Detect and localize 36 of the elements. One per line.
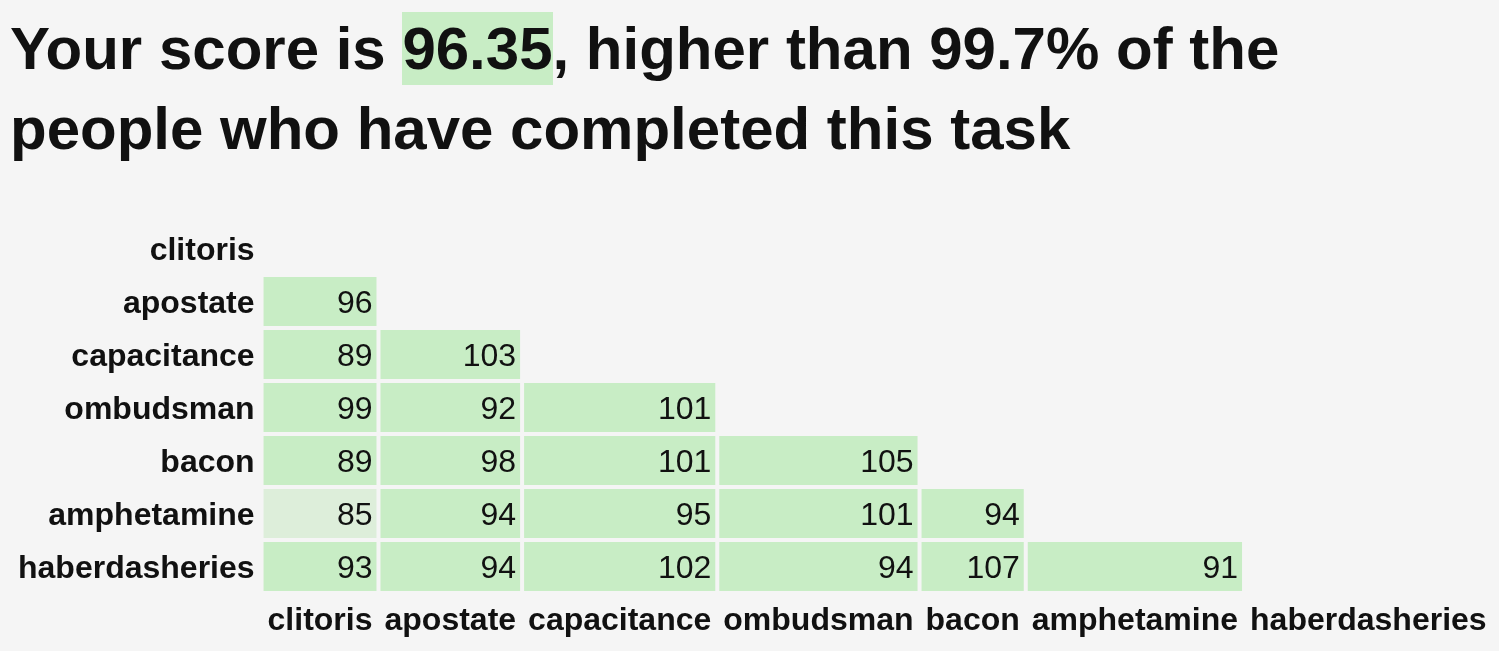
x-tick-label: bacon: [925, 601, 1020, 637]
x-tick-label: clitoris: [267, 601, 373, 637]
data-label: 94: [877, 548, 914, 585]
y-tick-label: apostate: [122, 283, 255, 320]
data-label: 101: [657, 442, 712, 479]
data-label: 94: [984, 495, 1020, 532]
x-tick-label: ombudsman: [723, 601, 914, 637]
y-tick-label: clitoris: [149, 230, 255, 267]
data-label: 105: [860, 442, 914, 479]
data-label: 95: [675, 495, 712, 532]
data-label: 92: [480, 389, 517, 426]
data-label: 85: [336, 495, 373, 532]
y-tick-label: capacitance: [71, 336, 255, 373]
data-label: 99: [336, 389, 373, 426]
data-label: 89: [336, 442, 373, 479]
x-tick-label: amphetamine: [1031, 601, 1239, 637]
x-tick-label: capacitance: [528, 601, 712, 637]
y-tick-label: haberdasheries: [18, 548, 255, 585]
y-tick-label: amphetamine: [48, 495, 255, 532]
chart-title: Your score is 96.35, higher than 99.7% of the people who have completed this task: [10, 14, 1281, 164]
x-tick-label: apostate: [384, 601, 517, 637]
data-label: 101: [860, 495, 914, 532]
x-tick-label: haberdasheries: [1250, 601, 1487, 637]
data-label: 91: [1202, 548, 1239, 585]
data-label: 94: [480, 548, 517, 585]
data-label: 103: [462, 336, 517, 373]
data-label: 102: [657, 548, 712, 585]
data-label: 98: [480, 442, 517, 479]
data-label: 96: [336, 283, 373, 320]
data-label: 101: [657, 389, 712, 426]
data-label: 107: [966, 548, 1020, 585]
data-label: 89: [336, 336, 373, 373]
y-tick-label: ombudsman: [64, 389, 255, 426]
data-label: 93: [336, 548, 373, 585]
y-tick-label: bacon: [160, 442, 255, 479]
data-label: 94: [480, 495, 517, 532]
